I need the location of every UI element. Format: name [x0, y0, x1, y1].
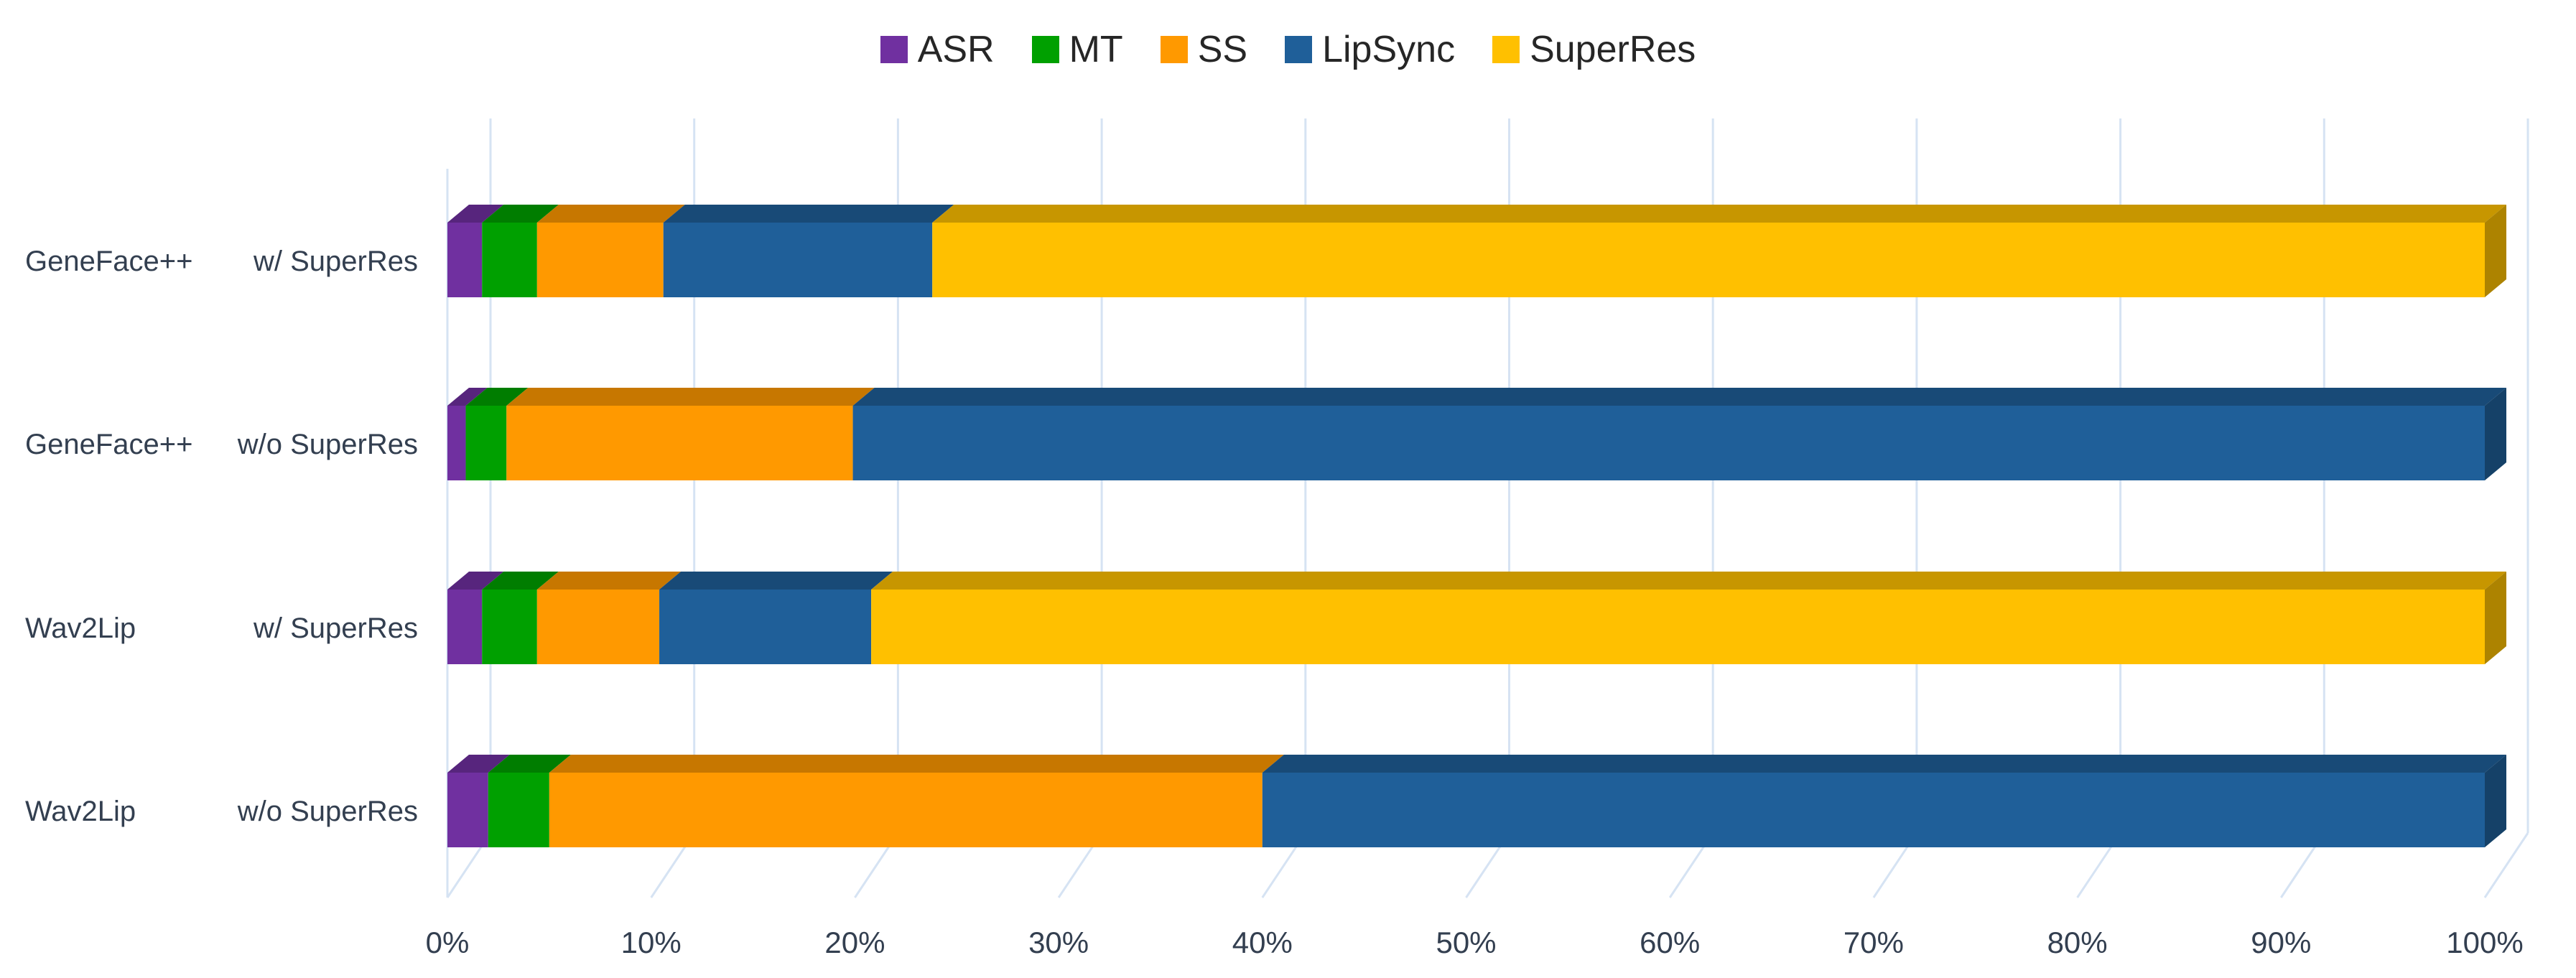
x-tick-label: 80% [2047, 926, 2108, 959]
bar-lipsync-0 [663, 223, 933, 297]
legend-label-superres: SuperRes [1530, 29, 1696, 70]
bar-asr-2 [447, 590, 483, 664]
bar-side-2 [2485, 572, 2506, 664]
bar-lipsync-1 [852, 406, 2485, 480]
legend-label-asr: ASR [917, 29, 995, 70]
bar-lipsync-2 [659, 590, 872, 664]
bar-asr-1 [447, 406, 466, 480]
bar-top-lipsync-3 [1262, 755, 2506, 773]
bar-side-0 [2485, 205, 2506, 297]
bar-top-asr-0 [447, 205, 504, 223]
legend-item-superres: SuperRes [1492, 31, 1696, 68]
x-tick-label: 60% [1640, 926, 1700, 959]
bar-top-ss-3 [549, 755, 1284, 773]
legend-item-mt: MT [1031, 29, 1123, 70]
x-tick-label: 30% [1028, 926, 1089, 959]
bar-top-asr-3 [447, 755, 510, 773]
bar-top-lipsync-0 [663, 205, 954, 223]
x-tick-label: 0% [426, 926, 470, 959]
x-tick-label: 20% [824, 926, 885, 959]
legend-item-ss: SS [1160, 29, 1248, 70]
bar-mt-3 [488, 773, 549, 847]
legend-label-lipsync: LipSync [1322, 29, 1456, 70]
bar-side-3 [2485, 755, 2506, 847]
legend-item-lipsync: LipSync [1285, 31, 1455, 68]
category-label-variant-1: w/o SuperRes [237, 429, 418, 460]
bar-top-lipsync-2 [659, 572, 893, 590]
category-label-model-1: GeneFace++ [25, 429, 193, 460]
bar-ss-3 [549, 773, 1263, 847]
category-label-variant-2: w/ SuperRes [253, 613, 418, 644]
bar-top-mt-3 [488, 755, 571, 773]
bar-top-asr-1 [447, 388, 488, 406]
bar-top-ss-1 [506, 388, 875, 406]
legend-swatch-ss [1160, 36, 1188, 63]
bar-superres-2 [871, 590, 2485, 664]
legend-swatch-mt [1031, 36, 1059, 63]
bar-side-1 [2485, 388, 2506, 480]
legend-label-ss: SS [1197, 29, 1248, 70]
x-tick-label: 100% [2446, 926, 2523, 959]
bar-asr-3 [447, 773, 488, 847]
bar-asr-0 [447, 223, 483, 297]
bar-mt-0 [482, 223, 537, 297]
bar-top-superres-0 [932, 205, 2506, 223]
x-tick-label: 70% [1843, 926, 1904, 959]
bar-top-mt-0 [482, 205, 559, 223]
bar-top-ss-2 [536, 572, 682, 590]
category-label-model-3: Wav2Lip [25, 796, 136, 827]
bar-superres-0 [932, 223, 2485, 297]
legend-swatch-asr [880, 36, 908, 63]
legend-label-mt: MT [1069, 29, 1123, 70]
bar-mt-1 [465, 406, 507, 480]
legend-swatch-superres [1492, 36, 1520, 63]
bar-ss-0 [536, 223, 664, 297]
x-tick-label: 50% [1436, 926, 1496, 959]
bar-top-ss-0 [536, 205, 685, 223]
category-label-model-0: GeneFace++ [25, 246, 193, 277]
legend-swatch-lipsync [1285, 36, 1313, 63]
legend-item-asr: ASR [880, 31, 995, 68]
floor-gridline-10 [2483, 832, 2529, 898]
bar-ss-1 [506, 406, 853, 480]
bar-lipsync-3 [1262, 773, 2485, 847]
x-tick-label: 90% [2251, 926, 2311, 959]
bar-top-lipsync-1 [852, 388, 2506, 406]
category-label-variant-3: w/o SuperRes [237, 796, 418, 827]
x-tick-label: 40% [1232, 926, 1293, 959]
bar-top-mt-1 [465, 388, 529, 406]
bar-ss-2 [536, 590, 660, 664]
bar-top-superres-2 [871, 572, 2506, 590]
category-label-variant-0: w/ SuperRes [253, 246, 418, 277]
x-tick-label: 10% [621, 926, 682, 959]
category-label-model-2: Wav2Lip [25, 613, 136, 644]
bar-top-asr-2 [447, 572, 504, 590]
bar-mt-2 [482, 590, 537, 664]
bar-top-mt-2 [482, 572, 559, 590]
chart-legend: ASR MT SS LipSync SuperRes [0, 24, 2576, 75]
